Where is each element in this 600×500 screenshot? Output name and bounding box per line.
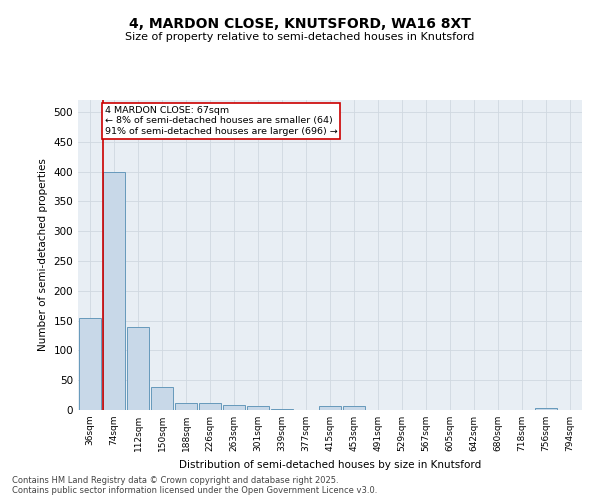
Bar xyxy=(127,326,149,410)
Bar xyxy=(271,409,293,410)
Bar xyxy=(199,404,221,410)
Bar xyxy=(151,388,173,410)
Text: 4, MARDON CLOSE, KNUTSFORD, WA16 8XT: 4, MARDON CLOSE, KNUTSFORD, WA16 8XT xyxy=(129,18,471,32)
Text: Contains HM Land Registry data © Crown copyright and database right 2025.: Contains HM Land Registry data © Crown c… xyxy=(12,476,338,485)
Bar xyxy=(343,406,365,410)
Text: Size of property relative to semi-detached houses in Knutsford: Size of property relative to semi-detach… xyxy=(125,32,475,42)
Bar xyxy=(79,318,101,410)
Bar xyxy=(535,408,557,410)
Text: 4 MARDON CLOSE: 67sqm
← 8% of semi-detached houses are smaller (64)
91% of semi-: 4 MARDON CLOSE: 67sqm ← 8% of semi-detac… xyxy=(104,106,337,136)
Bar xyxy=(175,404,197,410)
Y-axis label: Number of semi-detached properties: Number of semi-detached properties xyxy=(38,158,48,352)
Text: Contains public sector information licensed under the Open Government Licence v3: Contains public sector information licen… xyxy=(12,486,377,495)
Bar xyxy=(103,172,125,410)
Bar xyxy=(319,406,341,410)
Bar xyxy=(223,405,245,410)
Bar xyxy=(247,406,269,410)
X-axis label: Distribution of semi-detached houses by size in Knutsford: Distribution of semi-detached houses by … xyxy=(179,460,481,469)
